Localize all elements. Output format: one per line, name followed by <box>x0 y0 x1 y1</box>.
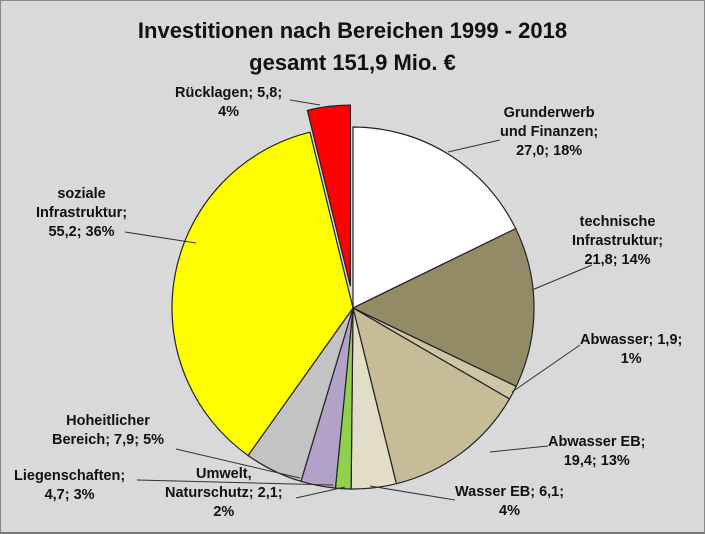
leader-line <box>289 99 321 106</box>
leader-line <box>447 139 501 153</box>
pie-slice-abwasser-eb <box>352 306 511 485</box>
label-soziale-infrastruktur: soziale Infrastruktur; 55,2; 36% <box>36 186 128 240</box>
pie-slice-r-cklagen <box>306 104 351 287</box>
leader-line <box>124 231 197 244</box>
chart-title: Investitionen nach Bereichen 1999 - 2018 <box>137 18 568 43</box>
label-abwasser: Abwasser; 1,9; 1% <box>580 332 683 367</box>
leader-line <box>295 486 346 499</box>
label-wasser-eb: Wasser EB; 6,1; 4% <box>455 484 565 519</box>
chart-subtitle: gesamt 151,9 Mio. € <box>249 50 456 75</box>
label-technische-infrastruktur: technische Infrastruktur; 21,8; 14% <box>572 214 664 268</box>
leader-line <box>511 344 581 393</box>
pie-slice-technische-infrastruktur <box>351 227 535 388</box>
pie-slice-grunderwerb-und-finanzen <box>352 126 517 309</box>
label-hoheitlicher-bereich: Hoheitlicher Bereich; 7,9; 5% <box>52 413 165 448</box>
label-grunderwerb: Grunderwerb und Finanzen; 27,0; 18% <box>500 105 599 159</box>
leader-line <box>531 264 593 291</box>
label-liegenschaften: Liegenschaften; 4,7; 3% <box>14 468 126 503</box>
pie-slice-soziale-infrastruktur <box>171 131 354 457</box>
label-abwasser-eb: Abwasser EB; 19,4; 13% <box>548 434 646 469</box>
leader-line <box>369 485 456 501</box>
label-umwelt: Umwelt, Naturschutz; 2,1; 2% <box>165 466 283 520</box>
leader-line <box>136 479 334 486</box>
label-ruecklagen: Rücklagen; 5,8; 4% <box>175 85 283 120</box>
leader-line <box>175 448 301 479</box>
leader-line <box>489 445 549 453</box>
